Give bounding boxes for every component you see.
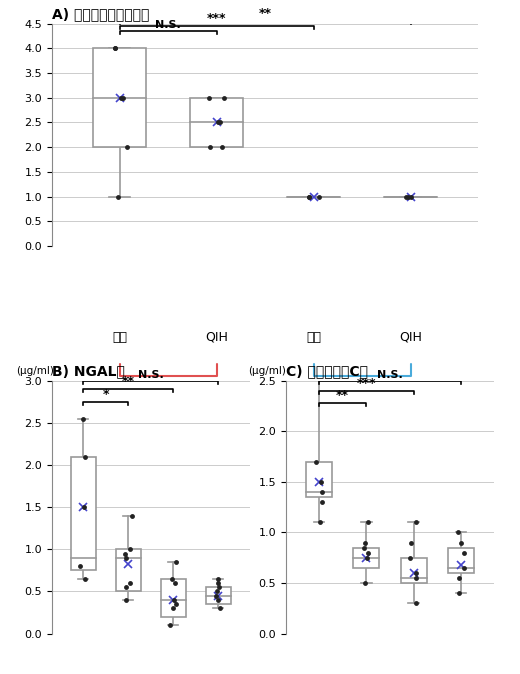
Text: N.S.: N.S. bbox=[377, 369, 403, 379]
Text: B) NGAL値: B) NGAL値 bbox=[52, 364, 125, 378]
Text: *: * bbox=[102, 388, 109, 400]
Text: **: ** bbox=[259, 7, 271, 20]
Bar bbox=[190, 98, 243, 147]
Text: (μg/ml): (μg/ml) bbox=[249, 366, 287, 376]
Bar bbox=[93, 49, 147, 147]
Text: A) 腎尿細管損傷スコア: A) 腎尿細管損傷スコア bbox=[52, 7, 149, 21]
Bar bbox=[116, 549, 141, 592]
Text: **: ** bbox=[336, 389, 349, 402]
Text: (μg/ml): (μg/ml) bbox=[17, 366, 54, 376]
Bar bbox=[448, 547, 474, 573]
Text: QIH: QIH bbox=[205, 330, 228, 344]
Text: **: ** bbox=[122, 375, 135, 388]
Text: 対照: 対照 bbox=[306, 330, 321, 344]
Text: 低体温群: 低体温群 bbox=[349, 388, 375, 398]
Bar bbox=[354, 547, 380, 568]
Text: N.S.: N.S. bbox=[155, 20, 181, 30]
Bar bbox=[71, 457, 96, 570]
Text: QIH: QIH bbox=[399, 330, 422, 344]
Text: 正常体温群: 正常体温群 bbox=[152, 388, 185, 398]
Bar bbox=[400, 558, 426, 583]
Bar bbox=[306, 462, 332, 497]
Bar bbox=[206, 587, 230, 604]
Text: ***: *** bbox=[207, 12, 227, 25]
Text: C) シスタチンC値: C) シスタチンC値 bbox=[286, 364, 368, 378]
Bar bbox=[161, 579, 186, 617]
Text: ***: *** bbox=[357, 377, 376, 390]
Text: N.S.: N.S. bbox=[138, 369, 164, 379]
Text: 対照: 対照 bbox=[112, 330, 127, 344]
